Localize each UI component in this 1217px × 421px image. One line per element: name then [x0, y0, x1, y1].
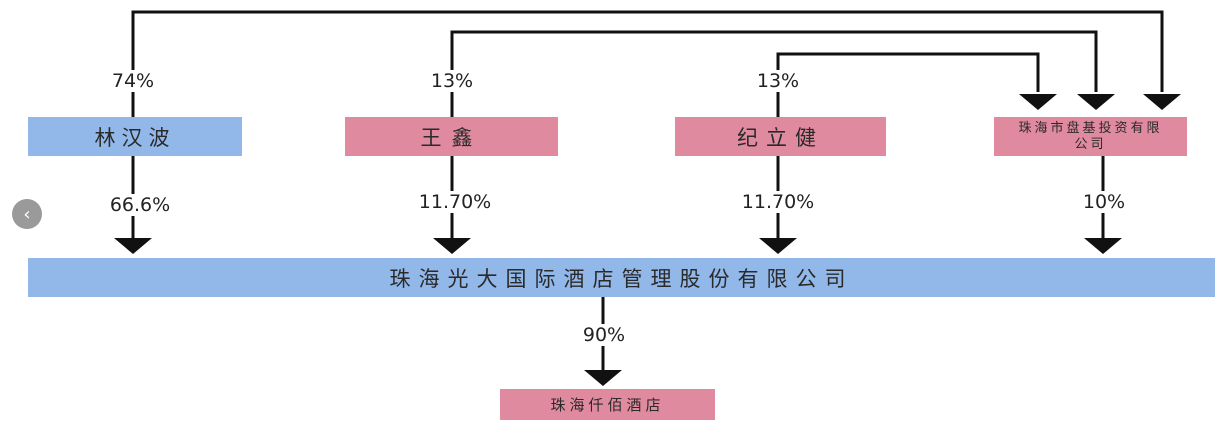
- edge-ji-to-panji: [776, 52, 1040, 117]
- edge-label-wang-panji: 13%: [428, 70, 476, 92]
- edge-label-guangda-qianbai: 90%: [580, 324, 628, 346]
- node-lin-hanbo: 林汉波: [28, 117, 242, 156]
- arrowhead-10: [1084, 238, 1122, 254]
- arrowhead-90: [584, 370, 622, 386]
- arrowhead-11a: [433, 238, 471, 254]
- edge-label-lin-guangda: 66.6%: [107, 194, 173, 216]
- arrowhead-13b: [1019, 94, 1057, 110]
- node-ji-lijian: 纪立健: [675, 117, 886, 156]
- arrowhead-11b: [759, 238, 797, 254]
- edge-label-ji-panji: 13%: [754, 70, 802, 92]
- edge-label-ji-guangda: 11.70%: [739, 191, 817, 213]
- arrowhead-74: [1143, 94, 1181, 110]
- node-wang-xin: 王鑫: [345, 117, 558, 156]
- arrowhead-66: [114, 238, 152, 254]
- node-zhuhai-panji: 珠海市盘基投资有限公司: [994, 117, 1187, 156]
- edge-label-lin-panji: 74%: [109, 70, 157, 92]
- chevron-left-icon: ‹: [23, 203, 31, 225]
- node-qianbai-hotel: 珠海仟佰酒店: [500, 389, 715, 420]
- arrowhead-13a: [1077, 94, 1115, 110]
- back-button[interactable]: ‹: [12, 199, 42, 229]
- edge-label-wang-guangda: 11.70%: [416, 191, 494, 213]
- edge-lin-to-panji: [131, 10, 1164, 117]
- edge-label-panji-guangda: 10%: [1080, 191, 1128, 213]
- node-guangda-mgmt: 珠海光大国际酒店管理股份有限公司: [28, 258, 1215, 297]
